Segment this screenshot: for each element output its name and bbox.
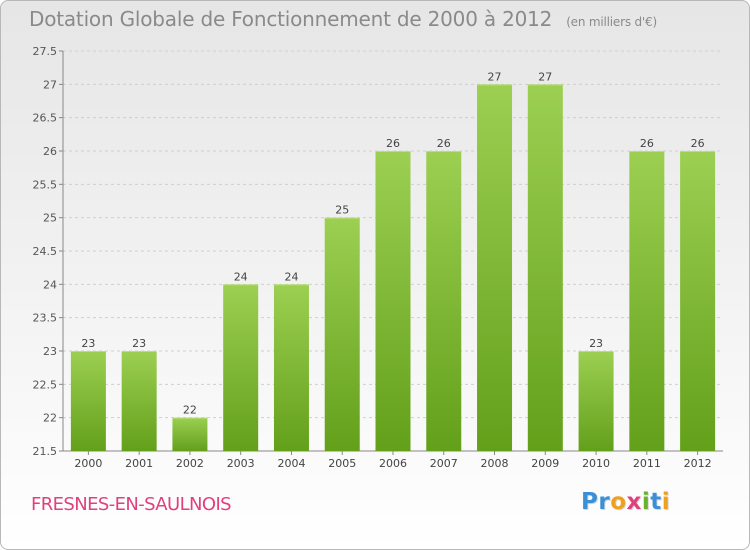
x-tick-label: 2000 bbox=[74, 457, 102, 470]
x-tick-label: 2003 bbox=[227, 457, 255, 470]
bar bbox=[527, 84, 563, 451]
y-tick-label: 25 bbox=[43, 212, 57, 225]
logo-letter: P bbox=[581, 489, 599, 515]
data-label: 23 bbox=[132, 337, 146, 350]
data-label: 24 bbox=[284, 270, 298, 283]
y-tick-label: 24 bbox=[43, 278, 57, 291]
bar bbox=[172, 417, 208, 451]
y-tick-label: 25.5 bbox=[33, 178, 58, 191]
data-label: 23 bbox=[589, 337, 603, 350]
bar bbox=[273, 284, 309, 451]
data-label: 22 bbox=[183, 404, 197, 417]
logo-letter: i bbox=[641, 489, 651, 515]
data-label: 27 bbox=[488, 70, 502, 83]
logo-letter: o bbox=[610, 489, 627, 515]
data-labels: 23 23 22 24 24 25 26 26 27 27 23 26 26 bbox=[81, 70, 704, 416]
y-tick-label: 23.5 bbox=[33, 312, 58, 325]
y-tick-label: 26 bbox=[43, 145, 57, 158]
x-tick-label: 2001 bbox=[125, 457, 153, 470]
x-tick-label: 2005 bbox=[328, 457, 356, 470]
chart-subtitle: (en milliers d'€) bbox=[566, 15, 657, 29]
bar bbox=[680, 151, 716, 451]
y-tick-label: 26.5 bbox=[33, 112, 58, 125]
bar bbox=[426, 151, 462, 451]
y-tick-label: 22 bbox=[43, 412, 57, 425]
bars bbox=[70, 84, 716, 451]
x-tick-label: 2011 bbox=[633, 457, 661, 470]
x-tick-label: 2004 bbox=[277, 457, 305, 470]
x-tick-label: 2007 bbox=[430, 457, 458, 470]
bar bbox=[578, 351, 614, 451]
logo-letter: r bbox=[598, 489, 611, 515]
logo-letter: t bbox=[650, 489, 662, 515]
logo-letter: x bbox=[626, 489, 642, 515]
chart-title: Dotation Globale de Fonctionnement de 20… bbox=[29, 7, 553, 31]
data-label: 26 bbox=[691, 137, 705, 150]
data-label: 25 bbox=[335, 204, 349, 217]
bar bbox=[477, 84, 513, 451]
bar bbox=[121, 351, 157, 451]
x-tick-label: 2002 bbox=[176, 457, 204, 470]
y-tick-label: 27 bbox=[43, 78, 57, 91]
data-label: 26 bbox=[437, 137, 451, 150]
bar bbox=[629, 151, 665, 451]
x-tick-label: 2006 bbox=[379, 457, 407, 470]
bar bbox=[324, 217, 360, 451]
place-name: FRESNES-EN-SAULNOIS bbox=[31, 494, 232, 515]
y-tick-label: 23 bbox=[43, 345, 57, 358]
chart-title-row: Dotation Globale de Fonctionnement de 20… bbox=[29, 7, 657, 31]
data-label: 26 bbox=[640, 137, 654, 150]
x-tick-label: 2010 bbox=[582, 457, 610, 470]
y-tick-label: 27.5 bbox=[33, 45, 58, 58]
y-tick-label: 22.5 bbox=[33, 378, 58, 391]
x-tick-label: 2008 bbox=[481, 457, 509, 470]
proxiti-logo: Proxiti bbox=[581, 489, 670, 515]
bar bbox=[70, 351, 106, 451]
x-tick-label: 2012 bbox=[684, 457, 712, 470]
logo-letter: i bbox=[661, 489, 671, 515]
data-label: 27 bbox=[538, 70, 552, 83]
x-tick-label: 2009 bbox=[531, 457, 559, 470]
bar bbox=[375, 151, 411, 451]
data-label: 23 bbox=[81, 337, 95, 350]
data-label: 26 bbox=[386, 137, 400, 150]
bar bbox=[223, 284, 259, 451]
y-tick-label: 24.5 bbox=[33, 245, 58, 258]
y-tick-label: 21.5 bbox=[33, 445, 58, 458]
data-label: 24 bbox=[234, 270, 248, 283]
